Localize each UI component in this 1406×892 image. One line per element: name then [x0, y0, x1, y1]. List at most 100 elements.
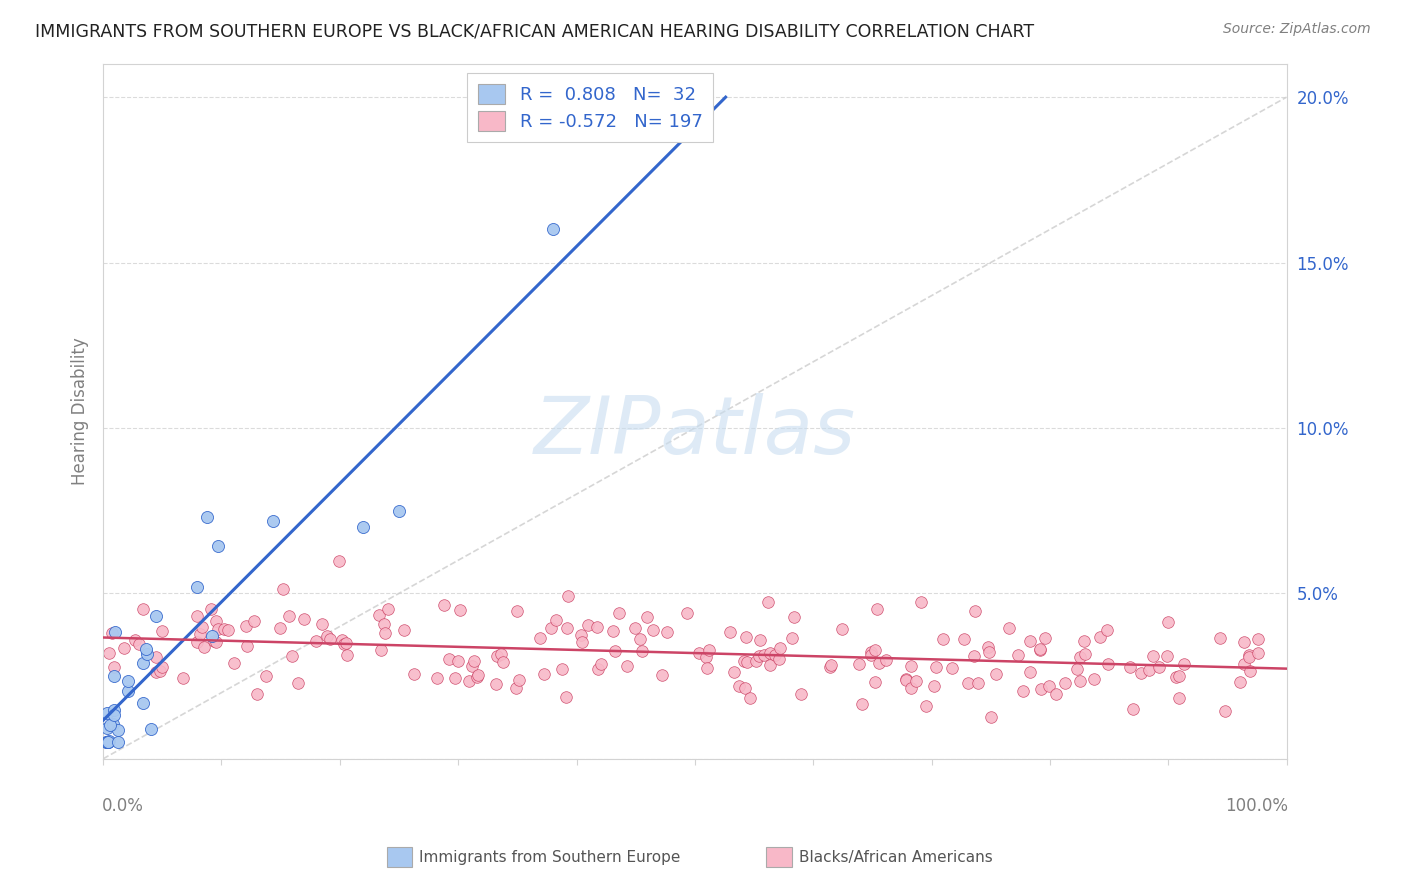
Point: [848, 657, 870, 671]
Legend: R =  0.808   N=  32, R = -0.572   N= 197: R = 0.808 N= 32, R = -0.572 N= 197: [467, 73, 713, 142]
Point: [333, 637, 356, 651]
Point: [697, 643, 720, 657]
Point: [492, 656, 515, 670]
Point: [132, 602, 155, 616]
Point: [1097, 657, 1119, 671]
Point: [262, 514, 284, 528]
Point: [457, 673, 479, 688]
Point: [723, 665, 745, 680]
Point: [145, 608, 167, 623]
Point: [97, 735, 120, 749]
Point: [1247, 632, 1270, 646]
Point: [449, 602, 471, 616]
Point: [1028, 642, 1050, 657]
Point: [132, 657, 155, 671]
Point: [278, 609, 301, 624]
Point: [426, 671, 449, 685]
Point: [1130, 665, 1153, 680]
Point: [688, 646, 710, 660]
Point: [150, 660, 173, 674]
Point: [529, 631, 551, 645]
Point: [1137, 663, 1160, 677]
Point: [655, 624, 678, 639]
Point: [489, 647, 512, 661]
Point: [463, 654, 485, 668]
Point: [235, 618, 257, 632]
Point: [1073, 633, 1095, 648]
Point: [1083, 672, 1105, 686]
Point: [139, 722, 162, 736]
Point: [998, 622, 1021, 636]
Point: [769, 641, 792, 656]
Point: [335, 648, 357, 663]
Point: [734, 681, 756, 695]
Point: [555, 690, 578, 704]
Point: [1142, 648, 1164, 663]
Point: [904, 674, 927, 689]
Point: [1246, 646, 1268, 660]
Point: [1239, 649, 1261, 664]
Point: [860, 648, 883, 663]
Point: [578, 618, 600, 632]
Point: [1209, 632, 1232, 646]
Point: [508, 673, 530, 687]
Point: [197, 510, 219, 524]
Point: [1069, 650, 1091, 665]
Point: [124, 633, 146, 648]
Point: [1119, 660, 1142, 674]
Point: [1029, 681, 1052, 696]
Point: [202, 634, 225, 648]
Point: [107, 735, 129, 749]
Point: [868, 657, 890, 671]
Point: [695, 649, 717, 664]
Point: [733, 654, 755, 668]
Point: [205, 634, 228, 648]
Point: [763, 648, 786, 662]
Point: [900, 681, 922, 695]
Point: [281, 649, 304, 664]
Point: [866, 602, 889, 616]
Point: [768, 652, 790, 666]
Point: [467, 670, 489, 684]
Point: [201, 629, 224, 643]
Point: [859, 645, 882, 659]
Point: [269, 621, 291, 635]
Point: [1122, 702, 1144, 716]
Y-axis label: Hearing Disability: Hearing Disability: [72, 337, 89, 485]
Point: [1168, 690, 1191, 705]
Point: [319, 632, 342, 646]
Point: [96, 735, 118, 749]
Point: [315, 629, 337, 643]
Point: [651, 668, 673, 682]
Point: [966, 676, 988, 690]
Point: [117, 684, 139, 698]
Point: [188, 627, 211, 641]
Text: 100.0%: 100.0%: [1225, 797, 1288, 815]
Point: [963, 648, 986, 663]
Point: [103, 708, 125, 723]
Point: [292, 612, 315, 626]
Text: Immigrants from Southern Europe: Immigrants from Southern Europe: [419, 850, 681, 864]
Point: [752, 648, 775, 663]
Point: [145, 665, 167, 679]
Point: [98, 734, 121, 748]
Point: [1011, 684, 1033, 698]
Point: [236, 639, 259, 653]
Point: [103, 669, 125, 683]
Point: [977, 640, 1000, 654]
Point: [745, 654, 768, 668]
Point: [287, 676, 309, 690]
Point: [1029, 642, 1052, 657]
Point: [97, 735, 120, 749]
Point: [1239, 664, 1261, 678]
Point: [1069, 673, 1091, 688]
Point: [1213, 704, 1236, 718]
Point: [953, 632, 976, 647]
Point: [718, 625, 741, 640]
Point: [588, 662, 610, 676]
Point: [591, 657, 613, 672]
Point: [1239, 648, 1261, 662]
Point: [782, 610, 804, 624]
Point: [335, 636, 357, 650]
Text: ZIPatlas: ZIPatlas: [534, 393, 856, 471]
